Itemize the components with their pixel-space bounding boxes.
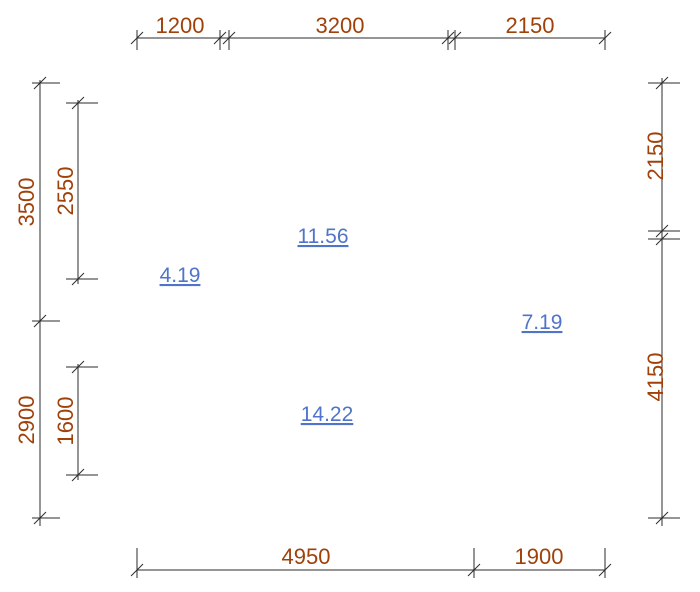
dimension-bottom-2: 1900 (515, 544, 564, 569)
dimension-left-outer-1: 3500 (14, 178, 39, 227)
top-dimension-chain: 1200 3200 2150 (130, 13, 612, 50)
dimension-left-outer-2: 2900 (14, 396, 39, 445)
right-dimension-chain: 2150 4150 (643, 76, 680, 526)
dimension-top-1: 1200 (156, 13, 205, 38)
room-area-label: 4.19 (160, 264, 201, 287)
room-area-label: 11.56 (298, 225, 349, 248)
dimension-top-3: 2150 (506, 13, 555, 38)
dimension-right-1: 2150 (643, 132, 668, 181)
dimension-left-inner-2: 1600 (53, 397, 78, 446)
room-area-label: 7.19 (522, 311, 563, 334)
dimension-left-inner-1: 2550 (53, 167, 78, 216)
left-inner-dimension-chain: 2550 1600 (53, 96, 98, 482)
dimension-top-2: 3200 (316, 13, 365, 38)
bottom-dimension-chain: 4950 1900 (130, 544, 612, 578)
left-outer-dimension-chain: 3500 2900 (14, 76, 60, 526)
dimension-bottom-1: 4950 (282, 544, 331, 569)
room-area-label: 14.22 (301, 403, 354, 426)
room-area-labels: 4.19 11.56 14.22 7.19 (160, 225, 563, 426)
dimension-right-2: 4150 (643, 353, 668, 402)
